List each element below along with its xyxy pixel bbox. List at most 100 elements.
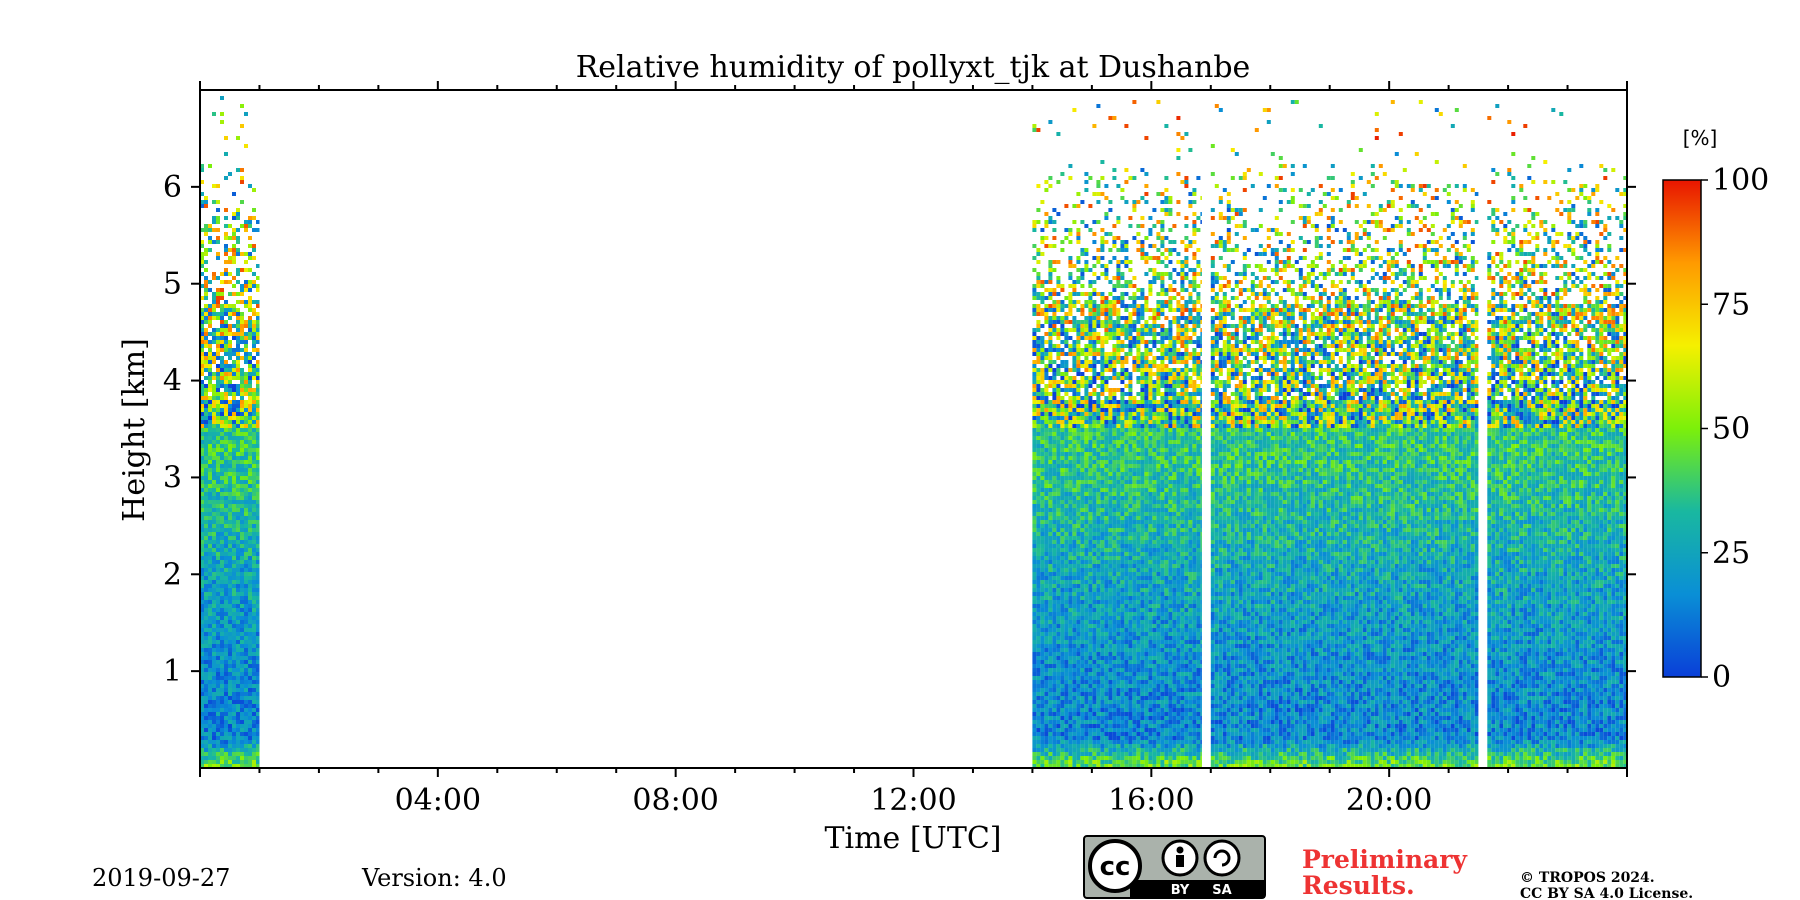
- heatmap-cell: [208, 704, 212, 708]
- heatmap-cell: [1176, 684, 1181, 688]
- heatmap-cell: [1128, 544, 1133, 548]
- heatmap-cell: [1060, 592, 1065, 596]
- heatmap-cell: [1092, 712, 1097, 716]
- heatmap-cell: [1160, 520, 1165, 524]
- heatmap-cell: [1128, 644, 1133, 648]
- heatmap-cell: [1108, 520, 1113, 524]
- heatmap-cell: [252, 700, 256, 704]
- heatmap-cell: [1176, 672, 1181, 676]
- heatmap-cell: [220, 432, 224, 436]
- heatmap-cell: [204, 316, 208, 320]
- heatmap-cell: [1064, 556, 1069, 560]
- heatmap-cell: [1096, 616, 1101, 620]
- heatmap-cell: [248, 244, 252, 248]
- heatmap-cell: [212, 540, 216, 544]
- heatmap-cell: [248, 388, 252, 392]
- heatmap-cell: [216, 644, 220, 648]
- heatmap-cell: [1040, 764, 1045, 768]
- heatmap-cell: [1076, 568, 1081, 572]
- heatmap-cell: [1040, 736, 1045, 740]
- heatmap-cell: [240, 488, 244, 492]
- heatmap-cell: [1060, 484, 1065, 488]
- heatmap-cell: [1084, 740, 1089, 744]
- heatmap-cell: [1192, 608, 1197, 612]
- heatmap-cell: [228, 516, 232, 520]
- heatmap-cell: [1044, 748, 1049, 752]
- heatmap-cell: [240, 424, 244, 428]
- heatmap-cell: [1144, 692, 1149, 696]
- heatmap-cell: [1124, 728, 1129, 732]
- heatmap-cell: [1116, 632, 1121, 636]
- heatmap-cell: [1148, 716, 1153, 720]
- heatmap-cell: [216, 716, 220, 720]
- heatmap-cell: [232, 568, 236, 572]
- heatmap-cell: [1144, 740, 1149, 744]
- heatmap-cell: [244, 748, 248, 752]
- heatmap-cell: [1084, 496, 1089, 500]
- heatmap-cell: [1088, 512, 1093, 516]
- heatmap-cell: [1048, 576, 1053, 580]
- heatmap-cell: [1036, 624, 1041, 628]
- heatmap-cell: [1192, 676, 1197, 680]
- heatmap-cell: [252, 560, 256, 564]
- heatmap-cell: [1100, 604, 1105, 608]
- heatmap-cell: [204, 224, 208, 228]
- heatmap-cell: [216, 624, 220, 628]
- heatmap-cell: [1192, 520, 1197, 524]
- heatmap-cell: [1196, 524, 1201, 528]
- heatmap-cell: [1112, 508, 1117, 512]
- heatmap-cell: [1132, 528, 1137, 532]
- heatmap-cell: [1172, 512, 1177, 516]
- heatmap-cell: [1100, 488, 1105, 492]
- heatmap-cell: [1080, 760, 1085, 764]
- heatmap-cell: [1132, 692, 1137, 696]
- heatmap-cell: [1060, 648, 1065, 652]
- heatmap-cell: [240, 736, 244, 740]
- heatmap-cell: [236, 752, 240, 756]
- heatmap-cell: [1192, 604, 1197, 608]
- heatmap-cell: [204, 608, 208, 612]
- heatmap-cell: [212, 712, 216, 716]
- heatmap-cell: [216, 632, 220, 636]
- heatmap-cell: [1168, 732, 1173, 736]
- heatmap-cell: [1156, 552, 1161, 556]
- heatmap-cell: [208, 388, 212, 392]
- heatmap-cell: [244, 496, 248, 500]
- heatmap-cell: [1052, 620, 1057, 624]
- heatmap-cell: [248, 472, 252, 476]
- heatmap-cell: [256, 384, 260, 388]
- heatmap-cell: [252, 736, 256, 740]
- heatmap-cell: [1048, 476, 1053, 480]
- heatmap-cell: [1156, 688, 1161, 692]
- heatmap-cell: [1088, 520, 1093, 524]
- heatmap-cell: [204, 680, 208, 684]
- heatmap-cell: [1068, 672, 1073, 676]
- heatmap-cell: [232, 492, 236, 496]
- heatmap-cell: [1144, 652, 1149, 656]
- heatmap-cell: [208, 516, 212, 520]
- heatmap-cell: [1140, 600, 1145, 604]
- heatmap-cell: [1168, 520, 1173, 524]
- heatmap-cell: [208, 424, 212, 428]
- heatmap-cell: [232, 524, 236, 528]
- heatmap-cell: [228, 564, 232, 568]
- heatmap-cell: [236, 392, 240, 396]
- heatmap-cell: [248, 708, 252, 712]
- heatmap-cell: [240, 532, 244, 536]
- heatmap-cell: [220, 320, 224, 324]
- heatmap-cell: [204, 340, 208, 344]
- heatmap-cell: [256, 404, 260, 408]
- heatmap-cell: [1108, 696, 1113, 700]
- heatmap-cell: [1064, 504, 1069, 508]
- heatmap-cell: [1048, 588, 1053, 592]
- heatmap-cell: [224, 576, 228, 580]
- heatmap-cell: [1200, 548, 1202, 552]
- heatmap-cell: [244, 512, 248, 516]
- heatmap-cell: [224, 440, 228, 444]
- heatmap-cell: [1088, 736, 1093, 740]
- heatmap-cell: [1108, 528, 1113, 532]
- heatmap-cell: [236, 212, 240, 216]
- heatmap-cell: [1200, 664, 1202, 668]
- heatmap-cell: [1044, 596, 1049, 600]
- heatmap-cell: [1116, 528, 1121, 532]
